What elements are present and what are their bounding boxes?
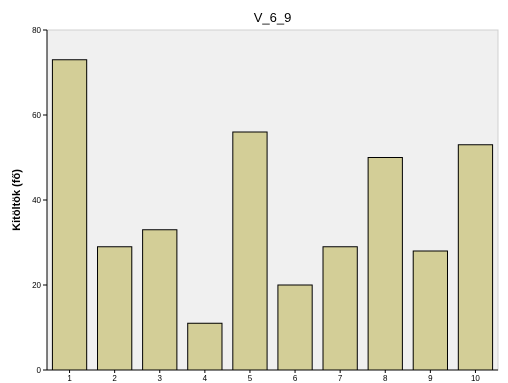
x-tick-label: 7 xyxy=(338,374,343,383)
bar-9 xyxy=(412,250,448,371)
x-tick-label: 6 xyxy=(293,374,298,383)
x-tick-label: 2 xyxy=(112,374,117,383)
y-axis: 0 20 40 60 80 xyxy=(32,26,48,375)
x-tick-label: 10 xyxy=(471,374,480,383)
bars xyxy=(51,59,494,371)
bar-4 xyxy=(187,322,223,371)
y-tick-label: 80 xyxy=(32,26,41,35)
bar-5 xyxy=(232,131,268,371)
y-tick-label: 40 xyxy=(32,196,41,205)
bar-6 xyxy=(277,284,313,371)
bar-2 xyxy=(97,246,133,371)
x-tick-label: 1 xyxy=(67,374,72,383)
x-tick-label: 5 xyxy=(248,374,253,383)
x-tick-label: 4 xyxy=(203,374,208,383)
bar-7 xyxy=(322,246,358,371)
chart-title: V_6_9 xyxy=(254,10,292,25)
y-tick-label: 20 xyxy=(32,281,41,290)
y-axis-label: Kitöltök (fő) xyxy=(11,169,23,231)
bar-3 xyxy=(142,229,178,371)
bar-8 xyxy=(367,157,403,371)
y-tick-label: 60 xyxy=(32,111,41,120)
y-tick-label: 0 xyxy=(37,366,42,375)
x-tick-label: 8 xyxy=(383,374,388,383)
x-tick-label: 9 xyxy=(428,374,433,383)
bar-10 xyxy=(457,144,494,371)
x-tick-label: 3 xyxy=(158,374,163,383)
x-axis: 1 2 3 4 5 6 7 8 9 10 xyxy=(47,369,498,383)
bar-1 xyxy=(51,59,88,371)
